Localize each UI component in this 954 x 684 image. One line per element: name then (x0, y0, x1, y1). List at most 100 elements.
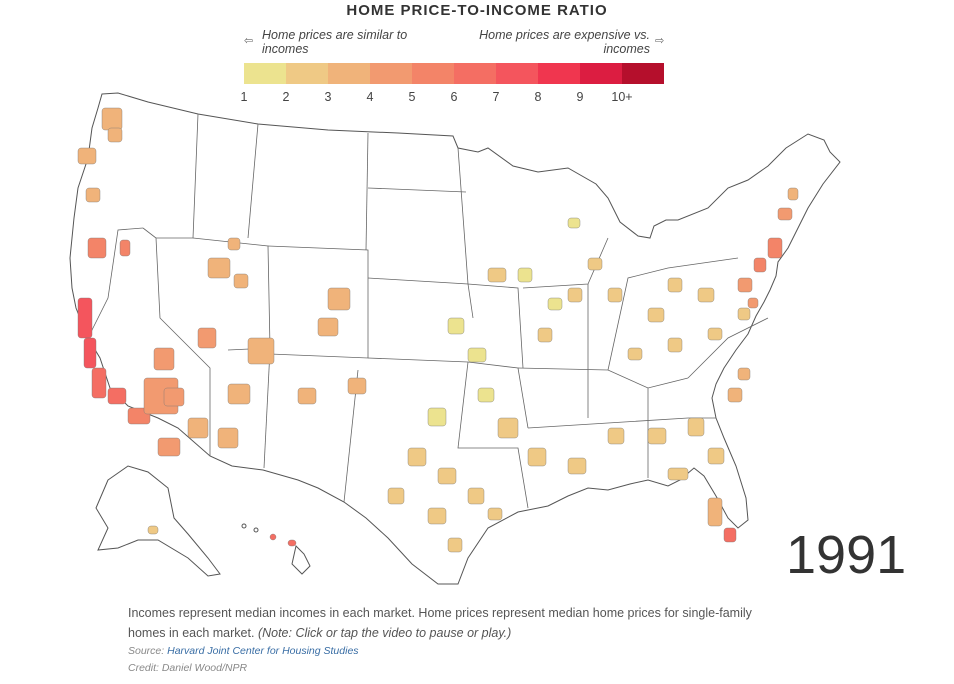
market-area[interactable] (91, 367, 107, 399)
market-area[interactable] (467, 347, 487, 363)
market-area[interactable] (157, 437, 181, 457)
market-area[interactable] (707, 327, 723, 341)
market-area[interactable] (687, 417, 705, 437)
market-area[interactable] (163, 387, 185, 407)
caption: Incomes represent median incomes in each… (128, 603, 768, 643)
market-area[interactable] (777, 207, 793, 221)
scale-swatch (580, 63, 622, 84)
us-map[interactable] (48, 88, 868, 593)
market-area[interactable] (487, 267, 507, 283)
market-area[interactable] (77, 297, 93, 339)
market-area[interactable] (467, 487, 485, 505)
market-area[interactable] (737, 277, 753, 293)
market-area[interactable] (537, 327, 553, 343)
market-area[interactable] (447, 537, 463, 553)
market-area[interactable] (747, 297, 759, 309)
scale-ticks: 1 2 3 4 5 6 7 8 9 10+ (224, 90, 684, 106)
legend-left-text: Home prices are similar to incomes (262, 28, 408, 56)
market-area[interactable] (737, 367, 751, 381)
market-area[interactable] (107, 127, 123, 143)
market-area[interactable] (297, 387, 317, 405)
scale-swatch (370, 63, 412, 84)
market-area[interactable] (147, 525, 159, 535)
caption-text: Incomes represent median incomes in each… (128, 606, 752, 640)
market-area[interactable] (547, 297, 563, 311)
legend-right-note: Home prices are expensive vs. incomes (462, 28, 664, 56)
market-area[interactable] (497, 417, 519, 439)
market-area[interactable] (437, 467, 457, 485)
market-area[interactable] (567, 217, 581, 229)
market-area[interactable] (607, 287, 623, 303)
market-area[interactable] (347, 377, 367, 395)
market-area[interactable] (627, 347, 643, 361)
market-area[interactable] (101, 107, 123, 131)
market-regions[interactable] (77, 107, 799, 553)
market-area[interactable] (287, 539, 297, 547)
market-area[interactable] (753, 257, 767, 273)
market-area[interactable] (427, 507, 447, 525)
market-area[interactable] (87, 237, 107, 259)
market-area[interactable] (153, 347, 175, 371)
market-area[interactable] (83, 337, 97, 369)
market-area[interactable] (697, 287, 715, 303)
market-area[interactable] (217, 427, 239, 449)
market-area[interactable] (667, 337, 683, 353)
market-area[interactable] (407, 447, 427, 467)
credit-line: Credit: Daniel Wood/NPR (128, 662, 248, 674)
source-link[interactable]: Harvard Joint Center for Housing Studies (167, 645, 359, 657)
market-area[interactable] (587, 257, 603, 271)
market-area[interactable] (647, 427, 667, 445)
legend-left-note: Home prices are similar to incomes (244, 28, 444, 56)
market-area[interactable] (487, 507, 503, 521)
market-area[interactable] (567, 287, 583, 303)
market-area[interactable] (723, 527, 737, 543)
market-area[interactable] (787, 187, 799, 201)
market-area[interactable] (607, 427, 625, 445)
scale-swatch (412, 63, 454, 84)
market-area[interactable] (737, 307, 751, 321)
market-area[interactable] (233, 273, 249, 289)
market-area[interactable] (227, 383, 251, 405)
market-area[interactable] (527, 447, 547, 467)
year-label: 1991 (786, 525, 907, 585)
market-area[interactable] (187, 417, 209, 439)
market-area[interactable] (107, 387, 127, 405)
market-area[interactable] (269, 533, 277, 541)
scale-swatch (286, 63, 328, 84)
alaska-outline (95, 465, 221, 577)
market-area[interactable] (207, 257, 231, 279)
market-area[interactable] (85, 187, 101, 203)
source-line: Source: Harvard Joint Center for Housing… (128, 645, 359, 657)
scale-tick-label: 3 (324, 90, 332, 104)
market-area[interactable] (447, 317, 465, 335)
market-area[interactable] (707, 447, 725, 465)
source-label: Source: (128, 645, 165, 657)
market-area[interactable] (667, 277, 683, 293)
contiguous-us-outline (69, 92, 841, 585)
scale-swatch (622, 63, 664, 84)
caption-note: (Note: Click or tap the video to pause o… (257, 626, 512, 640)
market-area[interactable] (119, 239, 131, 257)
scale-tick-label: 5 (408, 90, 416, 104)
market-area[interactable] (517, 267, 533, 283)
market-area[interactable] (477, 387, 495, 403)
market-area[interactable] (77, 147, 97, 165)
market-area[interactable] (707, 497, 723, 527)
market-area[interactable] (647, 307, 665, 323)
arrow-left-icon: ⇦ (244, 35, 254, 47)
market-area[interactable] (667, 467, 689, 481)
market-area[interactable] (387, 487, 405, 505)
market-area[interactable] (727, 387, 743, 403)
market-area[interactable] (427, 407, 447, 427)
market-area[interactable] (767, 237, 783, 259)
market-area[interactable] (197, 327, 217, 349)
scale-tick-label: 7 (492, 90, 500, 104)
market-area[interactable] (567, 457, 587, 475)
market-area[interactable] (317, 317, 339, 337)
scale-tick-label: 9 (576, 90, 584, 104)
market-area[interactable] (327, 287, 351, 311)
market-area[interactable] (227, 237, 241, 251)
chart-title: HOME PRICE-TO-INCOME RATIO (346, 2, 608, 19)
market-area[interactable] (247, 337, 275, 365)
scale-swatch (328, 63, 370, 84)
